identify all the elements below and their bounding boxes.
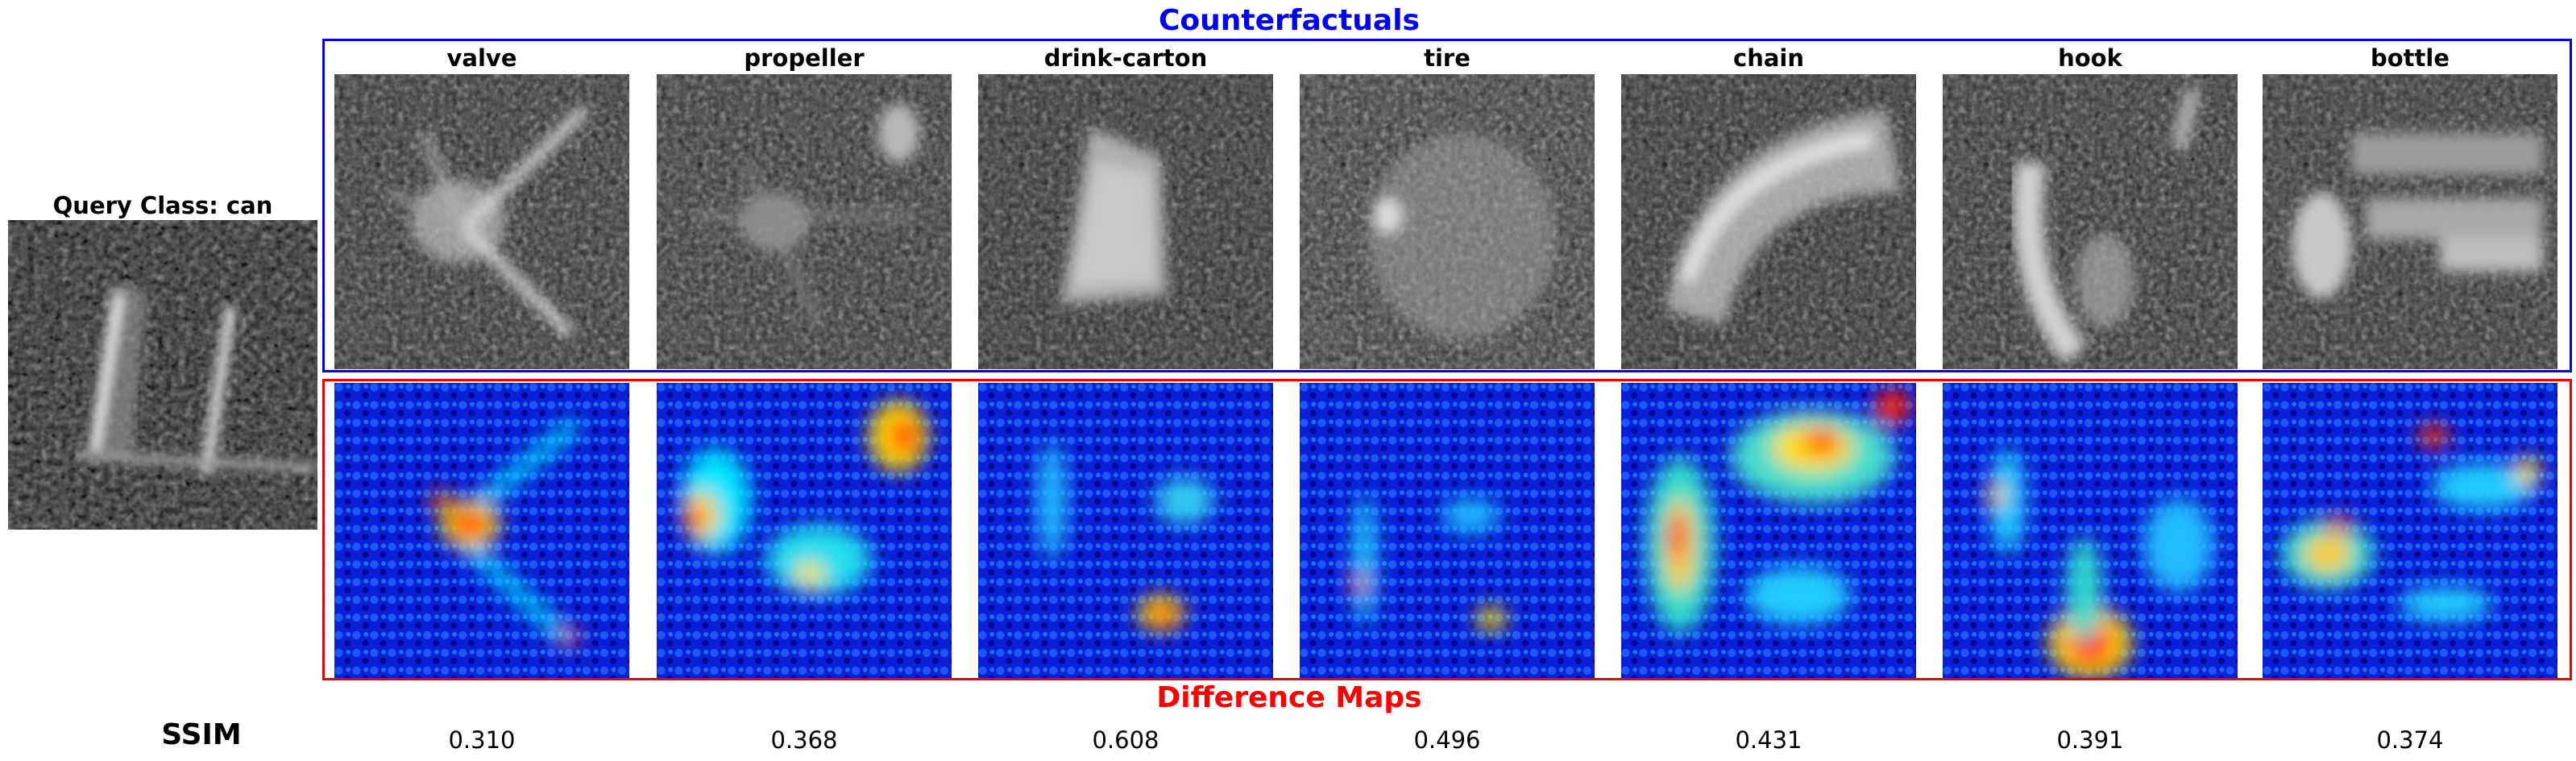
counterfactuals-heading: Counterfactuals bbox=[1159, 4, 1420, 37]
difference-map-tire bbox=[1300, 383, 1595, 678]
difference-map-bottle bbox=[2263, 383, 2557, 678]
counterfactual-image-chain bbox=[1621, 74, 1916, 369]
ssim-value-bottle: 0.374 bbox=[2376, 726, 2444, 754]
difference-map-chain bbox=[1621, 383, 1916, 678]
difference-map-valve bbox=[334, 383, 629, 678]
column-title-tire: tire bbox=[1424, 44, 1471, 72]
ssim-value-propeller: 0.368 bbox=[770, 726, 838, 754]
column-title-chain: chain bbox=[1733, 44, 1804, 72]
difference-map-drink-carton bbox=[978, 383, 1273, 678]
ssim-value-drink-carton: 0.608 bbox=[1092, 726, 1159, 754]
counterfactual-image-tire bbox=[1300, 74, 1595, 369]
difference-maps-heading: Difference Maps bbox=[1156, 681, 1422, 714]
query-class-title: Query Class: can bbox=[52, 192, 273, 219]
counterfactual-image-valve bbox=[334, 74, 629, 369]
ssim-value-chain: 0.431 bbox=[1735, 726, 1802, 754]
difference-map-propeller bbox=[657, 383, 952, 678]
column-title-drink-carton: drink-carton bbox=[1043, 44, 1208, 72]
column-title-bottle: bottle bbox=[2370, 44, 2450, 72]
difference-maps-frame bbox=[322, 379, 2572, 680]
column-title-valve: valve bbox=[446, 44, 517, 72]
counterfactuals-frame bbox=[322, 39, 2572, 372]
difference-map-hook bbox=[1943, 383, 2238, 678]
ssim-value-tire: 0.496 bbox=[1413, 726, 1481, 754]
counterfactual-image-drink-carton bbox=[978, 74, 1273, 369]
column-title-propeller: propeller bbox=[744, 44, 865, 72]
counterfactual-image-bottle bbox=[2263, 74, 2557, 369]
column-title-hook: hook bbox=[2058, 44, 2122, 72]
ssim-value-hook: 0.391 bbox=[2056, 726, 2124, 754]
query-image bbox=[8, 220, 317, 530]
counterfactual-image-hook bbox=[1943, 74, 2238, 369]
ssim-value-valve: 0.310 bbox=[448, 726, 516, 754]
counterfactual-image-propeller bbox=[657, 74, 952, 369]
ssim-label: SSIM bbox=[161, 718, 242, 751]
